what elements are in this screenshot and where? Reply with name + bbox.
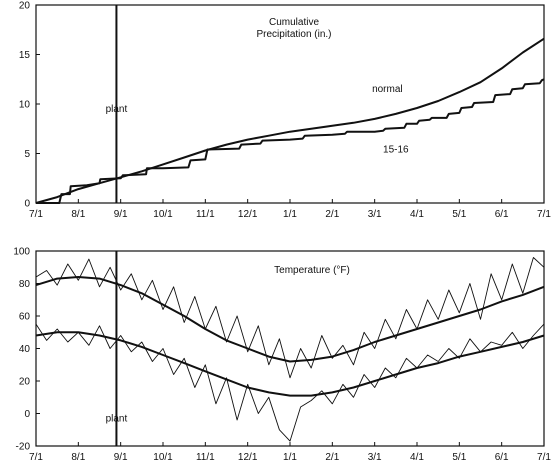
- y-tick-label: 80: [19, 279, 31, 290]
- series-line-normal-low: [35, 331, 545, 397]
- series-line-daily-high: [35, 257, 545, 379]
- x-tick-label: 9/1: [114, 452, 128, 463]
- x-tick-label: 5/1: [452, 209, 466, 220]
- precip-title-line-2: Precipitation (in.): [256, 29, 331, 40]
- precip-x-axis: 7/1 8/1 9/1 10/1 11/1 12/1 1/1 2/1 3/1 4/1 5/1 6/1 7…: [29, 199, 551, 220]
- y-tick-label: 0: [24, 199, 30, 210]
- x-tick-label: 6/1: [495, 209, 509, 220]
- x-tick-label: 11/1: [196, 209, 215, 220]
- y-tick-label: 15: [19, 50, 31, 61]
- x-tick-label: 12/1: [238, 209, 258, 220]
- x-tick-label: 2/1: [325, 452, 339, 463]
- y-tick-label: 20: [19, 377, 31, 388]
- x-tick-label: 1/1: [283, 452, 297, 463]
- temp-x-axis: 7/1 8/1 9/1 10/1 11/1 12/1 1/1 2/1 3/1 4/1 5/1 6/1 7…: [29, 442, 551, 463]
- x-tick-label: 7/1: [537, 452, 551, 463]
- x-tick-label: 8/1: [71, 452, 85, 463]
- annotation-normal: normal: [372, 84, 403, 95]
- temp-series: [35, 257, 545, 442]
- temp-annotations: plant: [106, 414, 128, 425]
- y-tick-label: 100: [13, 247, 30, 258]
- y-tick-label: 20: [19, 1, 31, 12]
- y-tick-label: 40: [19, 344, 31, 355]
- x-tick-label: 7/1: [29, 452, 43, 463]
- x-tick-label: 9/1: [114, 209, 128, 220]
- y-tick-label: 0: [24, 409, 30, 420]
- x-tick-label: 3/1: [368, 452, 382, 463]
- y-tick-label: 5: [24, 149, 30, 160]
- y-tick-label: 10: [19, 100, 31, 111]
- x-tick-label: 7/1: [537, 209, 551, 220]
- x-tick-label: 10/1: [153, 452, 173, 463]
- temp-title: Temperature (°F): [274, 265, 350, 276]
- x-tick-label: 11/1: [196, 452, 215, 463]
- x-tick-label: 3/1: [368, 209, 382, 220]
- y-tick-label: 60: [19, 312, 31, 323]
- x-tick-label: 12/1: [238, 452, 258, 463]
- precipitation-chart: 0 5 10 15 20 7/1 8/1 9/1 10/1 11/1 12/1 1/1 2/1 3/1 4…: [19, 1, 552, 221]
- x-tick-label: 10/1: [153, 209, 173, 220]
- precip-y-axis: 0 5 10 15 20: [19, 1, 40, 210]
- annotation-plant: plant: [106, 414, 128, 425]
- precip-annotations: plant normal 15-16: [106, 84, 409, 155]
- y-tick-label: -20: [16, 442, 31, 453]
- series-line-15-16: [36, 78, 545, 204]
- x-tick-label: 7/1: [29, 209, 43, 220]
- x-tick-label: 8/1: [71, 209, 85, 220]
- precip-title-line-1: Cumulative: [269, 17, 319, 28]
- temperature-chart: -20 0 20 40 60 80 100 7/1 8/1 9/1 10/1 11/1 12/1 1/1…: [13, 247, 551, 464]
- annotation-plant: plant: [106, 104, 128, 115]
- series-line-normal-high: [35, 276, 545, 363]
- series-line-daily-low: [35, 323, 545, 442]
- x-tick-label: 4/1: [410, 209, 424, 220]
- x-tick-label: 6/1: [495, 452, 509, 463]
- precip-series: [35, 37, 545, 204]
- annotation-15-16: 15-16: [383, 145, 409, 156]
- x-tick-label: 4/1: [410, 452, 424, 463]
- temp-y-axis: -20 0 20 40 60 80 100: [13, 247, 40, 453]
- x-tick-label: 1/1: [283, 209, 297, 220]
- x-tick-label: 5/1: [452, 452, 466, 463]
- x-tick-label: 2/1: [325, 209, 339, 220]
